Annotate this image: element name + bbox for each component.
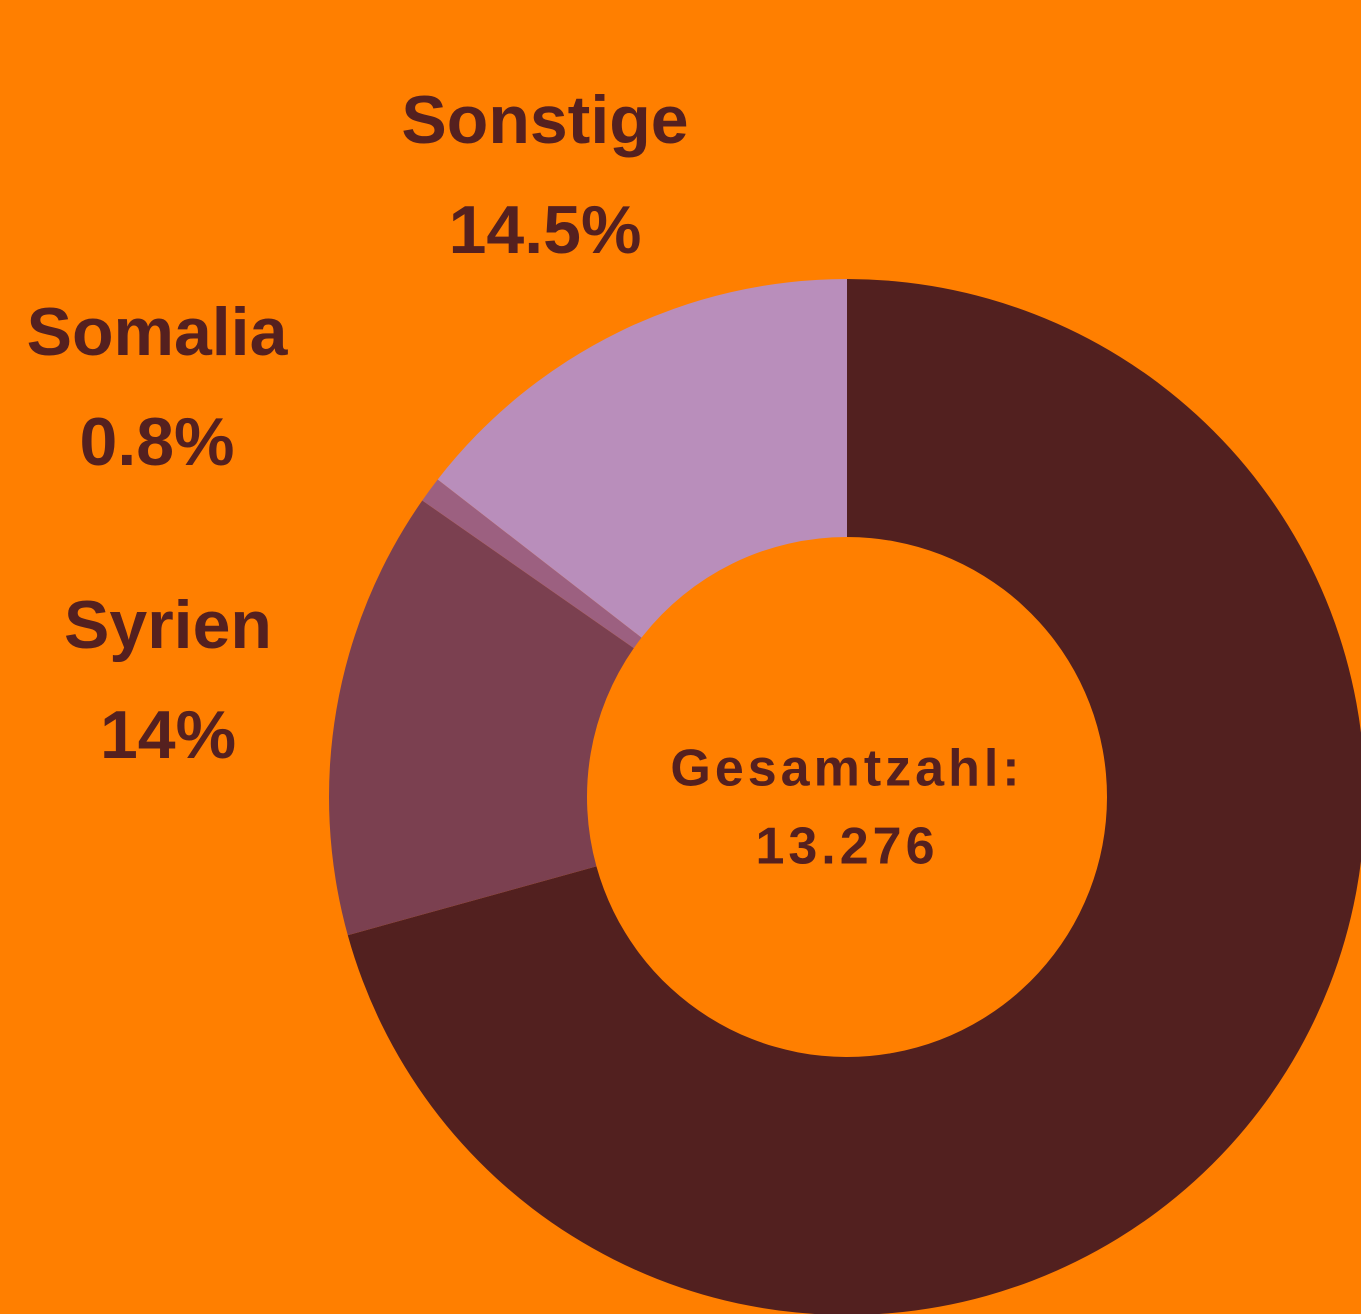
donut-slice	[347, 279, 1361, 1314]
slice-value-label: 14.5%	[449, 192, 642, 268]
donut-slice	[437, 278, 847, 638]
center-total: 13.276	[755, 818, 938, 876]
center-title: Gesamtzahl:	[670, 740, 1023, 798]
slice-value-label: 14%	[100, 697, 236, 773]
slice-value-label: 0.8%	[80, 404, 235, 480]
slice-label: Sonstige	[401, 82, 688, 158]
slice-label: Syrien	[64, 587, 272, 663]
donut-slice	[422, 479, 642, 649]
donut-slice	[329, 500, 634, 936]
slice-label: Somalia	[27, 294, 289, 370]
